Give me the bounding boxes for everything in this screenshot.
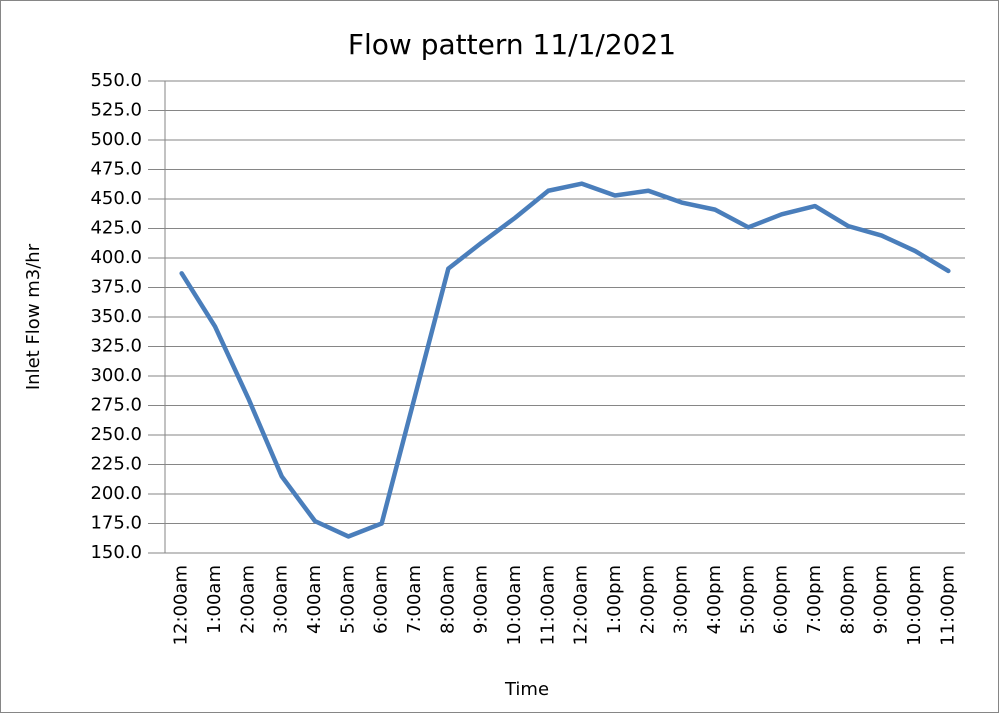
y-tick-label: 350.0 [90,306,142,327]
x-tick-label: 1:00am [204,565,225,634]
x-tick-label: 11:00pm [937,565,958,646]
y-tick-label: 500.0 [90,129,142,150]
x-tick-label: 3:00am [271,565,292,634]
y-tick-label: 225.0 [90,454,142,475]
y-tick-label: 475.0 [90,159,142,180]
x-tick-label: 4:00pm [704,565,725,634]
x-tick-label: 12:00am [571,565,592,645]
x-tick-label: 7:00pm [804,565,825,634]
x-tick-label: 2:00pm [637,565,658,634]
x-tick-label: 6:00am [371,565,392,634]
x-tick-label: 10:00pm [904,565,925,646]
x-tick-label: 2:00am [237,565,258,634]
y-tick-label: 525.0 [90,100,142,121]
x-tick-label: 5:00am [337,565,358,634]
y-tick-label: 550.0 [90,70,142,91]
x-tick-label: 9:00am [471,565,492,634]
y-tick-label: 375.0 [90,277,142,298]
x-tick-label: 5:00pm [737,565,758,634]
y-axis-label: Inlet Flow m3/hr [23,243,44,390]
x-tick-label: 8:00am [437,565,458,634]
chart-title: Flow pattern 11/1/2021 [348,28,676,61]
y-tick-label: 250.0 [90,424,142,445]
y-tick-label: 450.0 [90,188,142,209]
x-tick-label: 1:00pm [604,565,625,634]
y-tick-label: 150.0 [90,542,142,563]
x-tick-label: 9:00pm [871,565,892,634]
y-tick-label: 400.0 [90,247,142,268]
y-tick-label: 300.0 [90,365,142,386]
x-tick-label: 3:00pm [671,565,692,634]
y-tick-label: 275.0 [90,395,142,416]
y-tick-label: 175.0 [90,513,142,534]
x-axis-label: Time [504,679,549,700]
line-series [179,181,951,539]
x-tick-label: 4:00am [304,565,325,634]
x-tick-label: 7:00am [404,565,425,634]
x-tick-label: 11:00am [537,565,558,645]
x-tick-label: 8:00pm [837,565,858,634]
y-tick-label: 200.0 [90,483,142,504]
x-tick-label: 10:00am [504,565,525,645]
x-tick-label: 12:00am [171,565,192,645]
x-tick-label: 6:00pm [771,565,792,634]
y-tick-label: 425.0 [90,218,142,239]
y-tick-label: 325.0 [90,336,142,357]
